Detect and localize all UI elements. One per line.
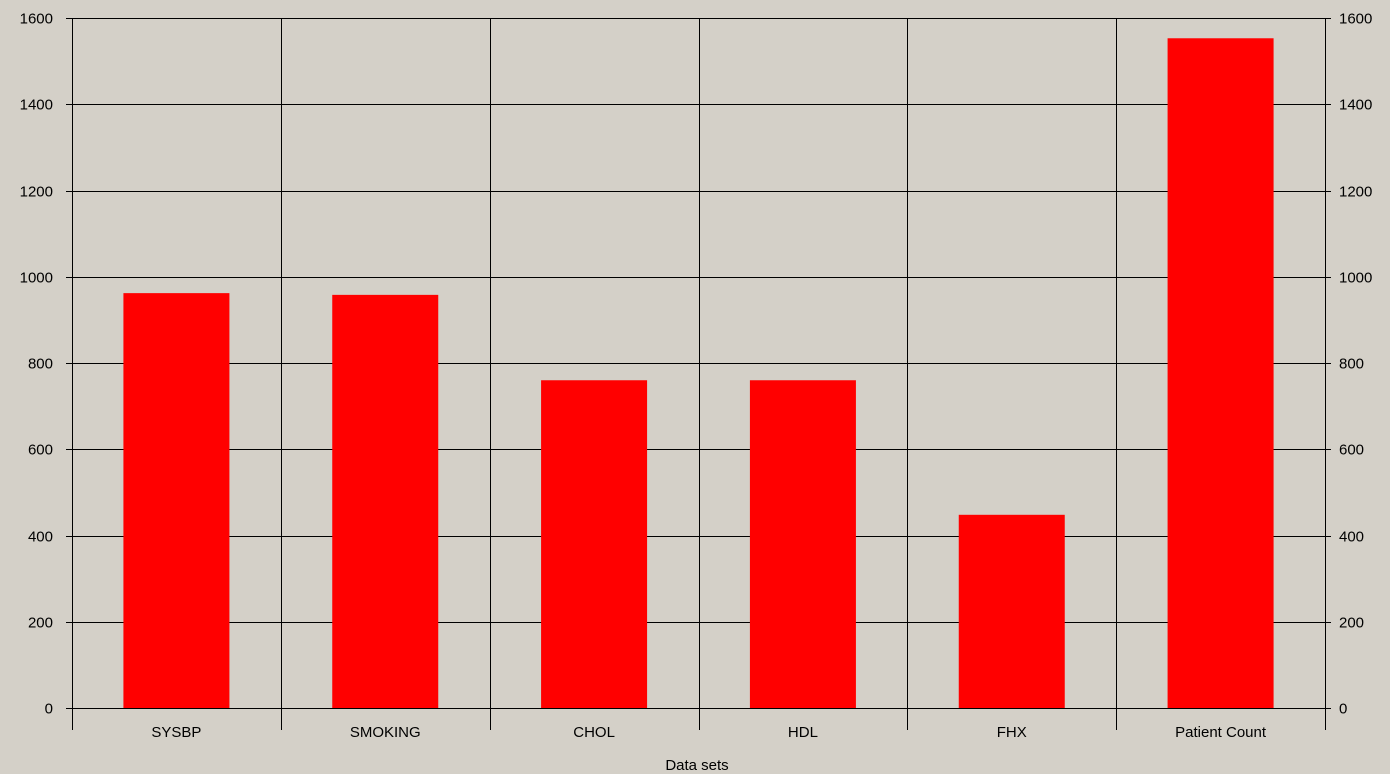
x-tick-label: FHX <box>997 724 1027 741</box>
y-tick-label-left: 1000 <box>20 270 53 287</box>
grid-lines <box>72 18 1326 709</box>
x-axis-label: Data sets <box>665 757 728 774</box>
bar <box>749 380 856 708</box>
y-tick-label-left: 0 <box>45 701 53 718</box>
bar <box>958 514 1065 708</box>
x-tick-label: SYSBP <box>151 724 201 741</box>
y-tick-label-right: 400 <box>1339 529 1364 546</box>
y-tick-label-left: 200 <box>28 615 53 632</box>
y-tick-label-left: 800 <box>28 356 53 373</box>
x-tick-label: CHOL <box>573 724 615 741</box>
bar <box>1167 38 1274 709</box>
x-tick-label: Patient Count <box>1175 724 1267 741</box>
y-tick-label-right: 1400 <box>1339 97 1372 114</box>
bars <box>123 38 1274 709</box>
y-tick-label-right: 200 <box>1339 615 1364 632</box>
y-tick-label-left: 1400 <box>20 97 53 114</box>
y-tick-label-right: 0 <box>1339 701 1347 718</box>
bar <box>541 380 648 708</box>
y-tick-label-right: 800 <box>1339 356 1364 373</box>
y-tick-labels-right: 0 200 400 600 800 1000 1200 1400 1600 <box>1339 11 1372 718</box>
y-tick-label-left: 1200 <box>20 184 53 201</box>
x-tick-label: SMOKING <box>350 724 421 741</box>
bar <box>332 294 439 708</box>
axes <box>66 18 1331 730</box>
x-tick-labels: SYSBP SMOKING CHOL HDL FHX Patient Count <box>151 724 1266 741</box>
y-tick-label-right: 1000 <box>1339 270 1372 287</box>
x-tick-label: HDL <box>788 724 818 741</box>
y-tick-labels-left: 0 200 400 600 800 1000 1200 1400 1600 <box>20 11 53 718</box>
y-tick-label-left: 600 <box>28 442 53 459</box>
y-tick-label-right: 600 <box>1339 442 1364 459</box>
y-tick-label-right: 1200 <box>1339 184 1372 201</box>
y-tick-label-right: 1600 <box>1339 11 1372 28</box>
bar <box>123 293 230 708</box>
y-tick-label-left: 400 <box>28 529 53 546</box>
y-tick-label-left: 1600 <box>20 11 53 28</box>
